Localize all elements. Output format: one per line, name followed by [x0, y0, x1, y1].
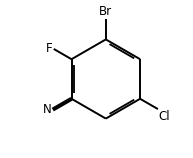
Text: F: F — [46, 42, 53, 55]
Text: Cl: Cl — [159, 110, 170, 123]
Text: N: N — [43, 103, 52, 116]
Text: Br: Br — [99, 5, 112, 18]
